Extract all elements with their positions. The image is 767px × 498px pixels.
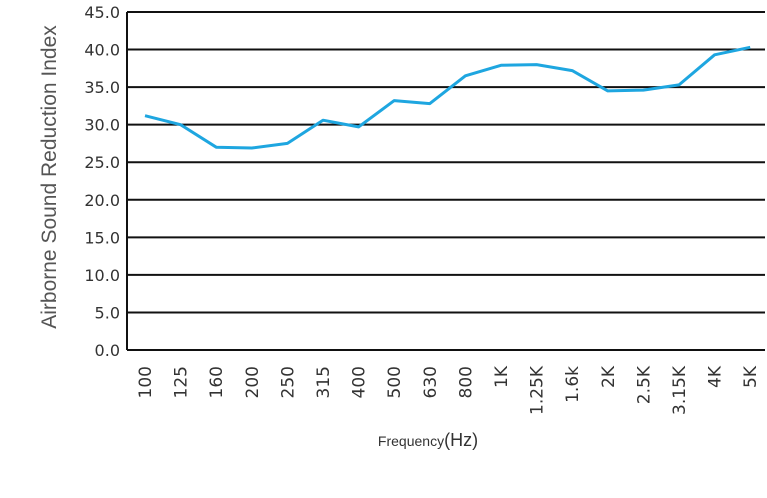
x-tick-labels: 100 125 160 200 250 315 400 500 630 800 1K 1.25K 1.6…	[136, 365, 761, 415]
x-tick-label: 400	[350, 366, 370, 398]
x-tick-label: 315	[314, 366, 334, 398]
x-tick-label: 5K	[741, 365, 761, 388]
y-tick-label: 30.0	[84, 116, 120, 135]
x-tick-label: 160	[207, 366, 227, 398]
x-tick-label: 800	[456, 366, 476, 398]
series-line	[144, 45, 751, 150]
y-tick-label: 25.0	[84, 153, 120, 172]
y-tick-labels: 0.0 5.0 10.0 15.0 20.0 25.0 30.0 35.0 40.0 45.0	[84, 3, 120, 360]
grid	[126, 11, 765, 351]
x-tick-label: 125	[172, 366, 192, 398]
series-layer	[144, 45, 751, 150]
y-tick-label: 40.0	[84, 41, 120, 60]
x-axis-title: Frequency(Hz)	[378, 430, 478, 450]
x-axis-title-text: Frequency	[378, 433, 444, 449]
x-tick-label: 630	[421, 366, 441, 398]
x-tick-label: 4K	[706, 365, 726, 388]
x-tick-label: 2K	[599, 365, 619, 388]
x-tick-label: 3.15K	[670, 365, 690, 415]
y-tick-label: 0.0	[95, 341, 120, 360]
y-tick-label: 45.0	[84, 3, 120, 22]
y-tick-label: 10.0	[84, 266, 120, 285]
x-tick-label: 1K	[492, 365, 512, 388]
x-tick-label: 2.5K	[634, 365, 654, 404]
y-axis-title: Airborne Sound Reduction Index	[38, 25, 61, 329]
x-tick-label: 100	[136, 366, 156, 398]
y-tick-label: 5.0	[95, 303, 120, 322]
x-tick-label: 200	[243, 366, 263, 398]
y-tick-label: 35.0	[84, 78, 120, 97]
x-tick-label: 1.25K	[528, 365, 548, 415]
x-axis-title-unit: (Hz)	[444, 430, 478, 450]
x-tick-label: 250	[278, 366, 298, 398]
y-tick-label: 15.0	[84, 228, 120, 247]
y-tick-label: 20.0	[84, 191, 120, 210]
x-tick-label: 500	[385, 366, 405, 398]
x-tick-label: 1.6k	[563, 366, 583, 403]
